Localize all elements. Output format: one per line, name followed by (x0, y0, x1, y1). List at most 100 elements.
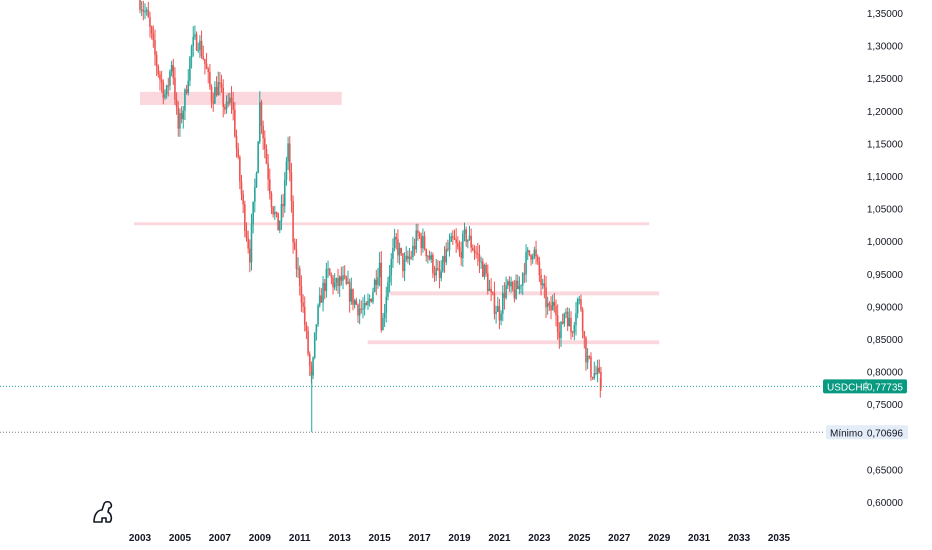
y-tick-label: 0,60000 (867, 498, 904, 509)
candle (442, 255, 444, 273)
candle (501, 285, 504, 322)
candle (560, 321, 562, 347)
candle (184, 88, 186, 121)
candle (378, 252, 381, 287)
candle (267, 154, 269, 191)
candle (515, 274, 517, 300)
candle (194, 25, 196, 40)
candle (167, 77, 170, 97)
x-tick-label: 2015 (369, 533, 392, 544)
candle (249, 239, 251, 273)
candle (578, 295, 581, 305)
candle (462, 230, 464, 267)
candle (224, 104, 226, 115)
candle (265, 144, 268, 165)
candle (435, 258, 438, 282)
candle (345, 275, 348, 286)
candle (535, 240, 537, 265)
candle (440, 260, 442, 282)
candle (270, 191, 273, 215)
candle (244, 200, 246, 238)
candle (450, 232, 452, 242)
last-price-tag: USDCHF 0,77735 (823, 379, 907, 394)
candle (273, 205, 276, 220)
zone-1[interactable] (140, 91, 342, 105)
candle (588, 355, 591, 360)
x-tick-label: 2017 (408, 533, 431, 544)
candle (533, 246, 536, 260)
candle (508, 276, 511, 292)
candle (477, 242, 479, 266)
candle (402, 252, 404, 278)
candle (490, 278, 492, 302)
candle (357, 303, 359, 323)
zone-2[interactable] (134, 222, 650, 226)
candle (548, 301, 551, 311)
candle (282, 193, 284, 218)
minimum-tag: Mínimo 0,70696 (826, 425, 908, 440)
candle (465, 226, 467, 247)
candle (541, 278, 544, 290)
candle (303, 296, 306, 332)
candle (174, 67, 176, 106)
x-tick-label: 2005 (169, 533, 192, 544)
candle (510, 276, 512, 293)
x-tick-label: 2033 (728, 533, 751, 544)
candle (520, 284, 522, 294)
candle (328, 267, 331, 276)
candle (498, 298, 501, 330)
y-tick-label: 1,35000 (867, 9, 904, 20)
candle (420, 232, 423, 256)
candle (157, 64, 160, 78)
price-axis[interactable]: 1,35000 1,30000 1,25000 1,20000 1,15000 1,100… (867, 9, 904, 509)
candle (556, 304, 559, 341)
candle (425, 248, 428, 262)
candle (297, 257, 299, 279)
candle (455, 228, 457, 253)
candle (365, 301, 368, 306)
candle (264, 130, 266, 159)
candle (483, 263, 486, 280)
candle (516, 274, 519, 290)
time-axis[interactable]: 2003 2005 2007 2009 2011 2013 2015 2017 2019 2021… (129, 533, 791, 544)
y-tick-label: 0,95000 (867, 270, 904, 281)
candle (518, 276, 521, 295)
x-tick-label: 2031 (688, 533, 711, 544)
symbol-label: USDCHF (827, 382, 869, 393)
candle (437, 260, 439, 271)
y-tick-label: 0,75000 (867, 400, 904, 411)
candle (325, 262, 328, 298)
candle (488, 279, 491, 292)
candle (179, 108, 181, 137)
tradingview-logo[interactable] (93, 500, 113, 523)
candle (182, 105, 185, 129)
x-tick-label: 2011 (289, 533, 311, 544)
candle (308, 351, 311, 377)
candle (313, 332, 316, 360)
candle (177, 101, 180, 137)
candle (305, 321, 308, 340)
candle (500, 310, 502, 326)
zone-4[interactable] (367, 340, 660, 345)
candle (288, 136, 291, 182)
candle (338, 275, 341, 297)
candle (460, 241, 462, 266)
candle (412, 236, 414, 261)
candle (154, 29, 156, 66)
candle (190, 44, 193, 69)
candle (511, 280, 514, 292)
candle (293, 238, 296, 251)
x-tick-label: 2027 (608, 533, 631, 544)
candle (302, 294, 304, 313)
y-tick-label: 1,05000 (867, 205, 904, 216)
x-tick-label: 2029 (648, 533, 671, 544)
zone-3[interactable] (389, 291, 660, 296)
candle (317, 303, 319, 327)
candle (268, 168, 271, 200)
candle (505, 276, 507, 300)
y-tick-label: 0,65000 (867, 465, 904, 476)
candle (205, 52, 208, 70)
candle (372, 287, 374, 305)
candle (525, 244, 527, 283)
